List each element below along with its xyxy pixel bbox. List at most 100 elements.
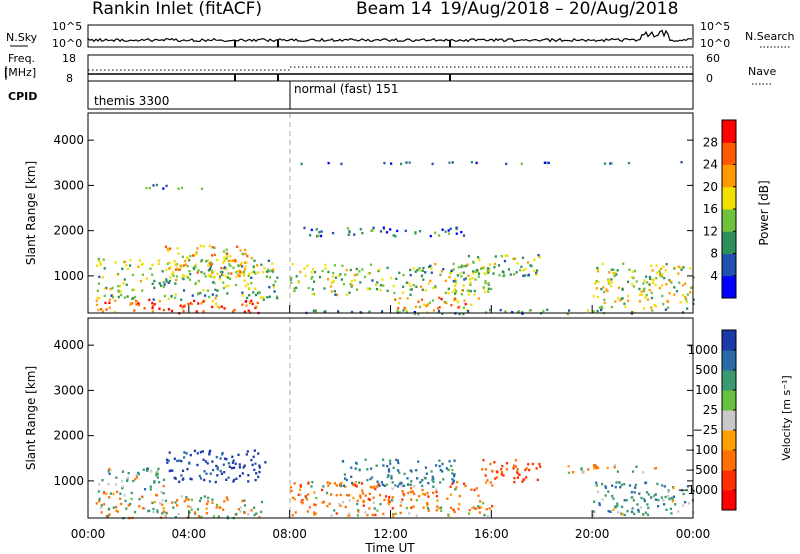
velocity-cell-26 <box>171 501 174 504</box>
power-cell-702 <box>613 274 616 278</box>
power-cell-774 <box>654 305 657 308</box>
velocity-cell-543 <box>392 466 395 469</box>
power-cell-693 <box>605 288 608 291</box>
velocity-cell-154 <box>127 471 130 475</box>
velocity-cell-434 <box>394 512 397 516</box>
power-cell-210 <box>208 267 212 271</box>
velocity-cell-94 <box>197 515 200 518</box>
velocity-cell-723 <box>604 494 607 497</box>
velocity-cell-297 <box>376 509 379 512</box>
power-cell-418 <box>469 281 472 284</box>
velocity-cell-578 <box>385 483 389 486</box>
power-cell-951 <box>547 161 550 165</box>
power-cell-957 <box>400 162 403 166</box>
velocity-cell-280 <box>372 501 375 504</box>
power-cell-281 <box>157 259 161 262</box>
power-cell-699 <box>635 280 638 283</box>
x-tick-label: 12:00 <box>373 527 408 541</box>
velocity-cell-556 <box>438 465 441 468</box>
power-cell-147 <box>126 267 130 271</box>
velocity-cell-189 <box>215 464 218 468</box>
power-cell-668 <box>513 273 516 276</box>
power-cell-722 <box>623 302 626 305</box>
power-cell-118 <box>259 296 263 299</box>
power-cell-551 <box>427 282 430 285</box>
power-cell-136 <box>241 291 244 294</box>
power-cell-559 <box>392 284 395 288</box>
velocity-cell-645 <box>582 470 585 473</box>
power-cell-669 <box>524 267 527 271</box>
power-cell-676 <box>535 273 538 277</box>
velocity-cell-140 <box>162 492 165 495</box>
velocity-cell-623 <box>538 462 541 466</box>
power-cell-491 <box>466 263 469 266</box>
velocity-cell-505 <box>403 472 406 476</box>
velocity-cell-532 <box>381 483 385 486</box>
velocity-cell-93 <box>243 504 247 507</box>
velocity-cell-631 <box>536 478 539 482</box>
velocity-cell-625 <box>516 471 519 475</box>
velocity-cell-576 <box>425 472 428 475</box>
power-cell-546 <box>379 284 383 287</box>
power-cell-307 <box>181 255 184 259</box>
power-cell-953 <box>627 161 631 165</box>
velocity-cell-674 <box>596 490 600 493</box>
power-cell-763 <box>680 268 683 271</box>
velocity-cell-187 <box>230 466 233 470</box>
power-cell-467 <box>419 285 423 288</box>
velocity-cell-370 <box>339 493 342 497</box>
velocity-cell-277 <box>208 451 211 454</box>
power-cell-720 <box>679 301 682 304</box>
power-cell-207 <box>248 294 251 297</box>
power-colorbar-tick-label: 24 <box>703 158 718 172</box>
power-cell-916 <box>371 229 374 232</box>
velocity-cell-317 <box>354 481 357 484</box>
power-cell-54 <box>218 306 221 309</box>
velocity-cell-707 <box>654 493 657 496</box>
velocity-cell-430 <box>335 484 338 487</box>
power-cell-665 <box>477 275 480 278</box>
power-cell-256 <box>162 285 165 289</box>
power-cell-169 <box>117 284 120 288</box>
power-cell-338 <box>222 250 226 253</box>
power-cell-863 <box>467 310 470 313</box>
power-cell-394 <box>457 266 460 269</box>
power-cell-812 <box>686 307 689 310</box>
velocity-cell-747 <box>630 491 633 494</box>
velocity-cell-13 <box>180 495 183 498</box>
velocity-cell-659 <box>654 498 657 501</box>
power-cell-14 <box>105 308 108 311</box>
power-cell-451 <box>330 285 333 288</box>
power-cell-377 <box>207 264 210 268</box>
power-cell-885 <box>429 234 432 238</box>
velocity-cell-320 <box>368 507 371 510</box>
velocity-cell-97 <box>156 510 159 514</box>
velocity-cell-468 <box>387 499 390 502</box>
power-cell-810 <box>670 281 673 284</box>
power-cell-391 <box>377 269 380 273</box>
power-cell-912 <box>434 231 437 234</box>
velocity-cell-742 <box>680 489 683 492</box>
velocity-cell-106 <box>116 510 119 513</box>
power-cell-69 <box>197 302 200 305</box>
power-cell-793 <box>664 269 667 272</box>
velocity-cell-427 <box>455 486 458 489</box>
velocity-cell-604 <box>525 476 528 479</box>
power-cell-772 <box>663 276 666 280</box>
velocity-cell-492 <box>421 479 424 482</box>
power-cell-205 <box>213 282 216 285</box>
power-cell-496 <box>348 291 351 294</box>
power-cell-95 <box>229 259 232 262</box>
power-cell-428 <box>429 264 432 268</box>
power-cell-410 <box>402 285 405 288</box>
power-cell-436 <box>299 270 302 274</box>
velocity-cell-705 <box>601 498 604 501</box>
velocity-cell-253 <box>243 464 246 467</box>
power-cell-818 <box>640 290 643 293</box>
power-cell-77 <box>137 265 140 268</box>
velocity-cell-734 <box>611 494 614 498</box>
velocity-cell-614 <box>484 468 488 471</box>
power-cell-641 <box>493 266 496 269</box>
